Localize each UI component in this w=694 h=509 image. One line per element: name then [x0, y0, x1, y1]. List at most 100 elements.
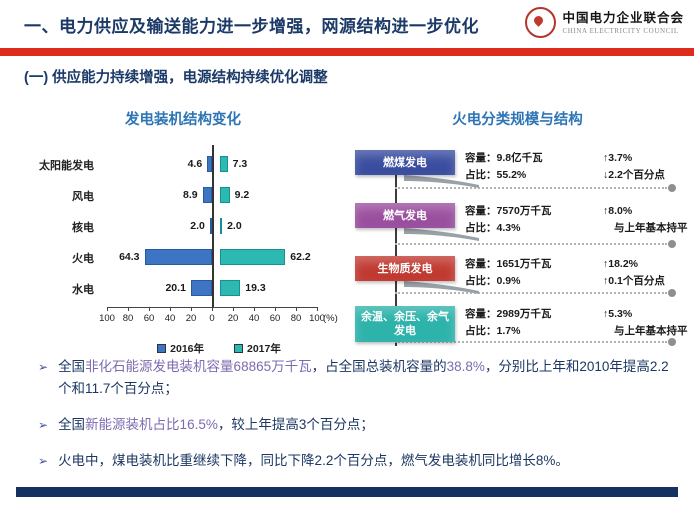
capacity-share-block: 容量：2989万千瓦 占比：1.7% — [465, 306, 603, 340]
plain-text: ，较上年提高3个百分点； — [217, 417, 374, 432]
bullet-text: 火电中，煤电装机比重继续下降，同比下降2.2个百分点，燃气发电装机同比增长8%。 — [58, 450, 569, 472]
logo-name-cn: 中国电力企业联合会 — [562, 10, 684, 25]
value-label-2017: 2.0 — [227, 220, 242, 232]
change-block: ↑18.2% ↑0.1个百分点 — [603, 256, 691, 290]
share-line: 占比：55.2% — [465, 169, 527, 181]
axis-tick-label: 40 — [164, 313, 176, 324]
summary-bullets: ➢ 全国非化石能源发电装机容量68865万千瓦，占全国总装机容量的38.8%，分别… — [38, 356, 678, 486]
chart-row: 风电 8.9 9.2 — [22, 180, 344, 211]
left-chart-title: 发电装机结构变化 — [125, 112, 241, 128]
logo-text: 中国电力企业联合会 CHINA ELECTRICITY COUNCIL — [562, 11, 684, 35]
connector-line — [395, 150, 397, 346]
bar-2016 — [207, 156, 212, 172]
axis-tick-label: 40 — [248, 313, 260, 324]
axis-tick — [107, 307, 108, 311]
axis-tick — [233, 307, 234, 311]
axis-tick — [191, 307, 192, 311]
ribbon-swoosh-icon — [403, 278, 481, 299]
bar-zone: 64.3 62.2 — [102, 242, 344, 273]
bar-zone: 2.0 2.0 — [102, 211, 344, 242]
x-axis: 100 80 60 40 20 0 20 40 60 80 100 (%) — [99, 307, 338, 333]
value-label-2017: 19.3 — [245, 282, 266, 294]
ribbon-swoosh-icon — [403, 172, 481, 193]
value-label-2016: 20.1 — [165, 282, 186, 294]
plain-text: ，占全国总装机容量的 — [311, 359, 447, 374]
share-change-line: ↓2.2个百分点 — [603, 169, 665, 181]
value-label-2016: 8.9 — [183, 189, 198, 201]
bullet-arrow-icon: ➢ — [38, 454, 49, 468]
axis-tick-label: 20 — [227, 313, 239, 324]
highlighted-text: 38.8% — [446, 359, 485, 374]
capacity-share-block: 容量：7570万千瓦 占比：4.3% — [465, 203, 603, 237]
dotted-separator — [395, 240, 676, 248]
tornado-plot: 太阳能发电 4.6 7.3 风电 8.9 9.2 核电 2.0 2.0 火电 64.3 62.2 水电 2… — [22, 145, 344, 308]
highlighted-text: 新能源装机占比16.5% — [85, 417, 218, 432]
bar-2017 — [220, 218, 223, 234]
axis-tick-label: 80 — [290, 313, 302, 324]
cec-logo-icon — [525, 7, 557, 38]
bar-2016 — [209, 218, 212, 234]
legend-item: 2016年 — [157, 341, 204, 356]
bar-2017 — [220, 249, 286, 265]
logo-name-en: CHINA ELECTRICITY COUNCIL — [562, 26, 679, 35]
axis-tick — [128, 307, 129, 311]
legend-label: 2016年 — [170, 343, 204, 355]
axis-tick-label: 60 — [269, 313, 281, 324]
bullet-item: ➢ 火电中，煤电装机比重继续下降，同比下降2.2个百分点，燃气发电装机同比增长8%… — [38, 450, 678, 472]
axis-tick — [212, 307, 213, 311]
bullet-text: 全国新能源装机占比16.5%，较上年提高3个百分点； — [58, 414, 374, 436]
thermal-category-box: 余温、余压、余气发电 — [355, 306, 455, 342]
axis-tick-label: 0 — [209, 313, 215, 324]
share-line: 占比：1.7% — [465, 325, 521, 337]
zero-axis-line — [212, 145, 214, 308]
chart-row: 水电 20.1 19.3 — [22, 273, 344, 304]
ribbon-swoosh-icon — [403, 225, 481, 246]
category-label: 水电 — [72, 283, 94, 296]
bar-zone: 8.9 9.2 — [102, 180, 344, 211]
thermal-category-box: 燃煤发电 — [355, 150, 455, 175]
axis-tick — [149, 307, 150, 311]
change-block: ↑8.0% 与上年基本持平 — [603, 203, 691, 237]
thermal-category-box: 燃气发电 — [355, 203, 455, 228]
bar-2017 — [220, 280, 241, 296]
capacity-change-line: ↑5.3% — [603, 308, 633, 320]
plain-text: ，分别比上年和2010年提高2.2个和11.7个百分点； — [58, 359, 669, 396]
capacity-line: 容量：7570万千瓦 — [465, 205, 552, 217]
right-chart-title: 火电分类规模与结构 — [452, 112, 583, 128]
page-title: 一、电力供应及输送能力进一步增强，网源结构进一步优化 — [24, 17, 479, 36]
bullet-arrow-icon: ➢ — [38, 360, 49, 374]
capacity-share-block: 容量：9.8亿千瓦 占比：55.2% — [465, 150, 603, 184]
axis-unit-label: (%) — [323, 313, 338, 324]
category-label: 太阳能发电 — [39, 159, 94, 172]
share-line: 占比：0.9% — [465, 275, 521, 287]
header-divider — [0, 48, 694, 56]
logo: 中国电力企业联合会 CHINA ELECTRICITY COUNCIL — [525, 7, 684, 38]
bar-2016 — [202, 187, 212, 203]
footer-bar — [16, 487, 678, 497]
category-label: 核电 — [72, 221, 94, 234]
bullet-text: 全国非化石能源发电装机容量68865万千瓦，占全国总装机容量的38.8%，分别比… — [58, 356, 678, 400]
capacity-structure-chart: 发电装机结构变化 太阳能发电 4.6 7.3 风电 8.9 9.2 核电 2.0 2.0 火电 64… — [22, 108, 344, 356]
plain-text: 火电中，煤电装机比重继续下降，同比下降2.2个百分点，燃气发电装机同比增长8%。 — [58, 453, 569, 468]
axis-tick-label: 20 — [185, 313, 197, 324]
axis-tick — [317, 307, 318, 311]
value-label-2016: 4.6 — [187, 158, 203, 170]
bullet-item: ➢ 全国新能源装机占比16.5%，较上年提高3个百分点； — [38, 414, 678, 436]
chart-row: 核电 2.0 2.0 — [22, 211, 344, 242]
chart-row: 火电 64.3 62.2 — [22, 242, 344, 273]
legend-item: 2017年 — [234, 341, 281, 356]
thermal-breakdown-chart: 火电分类规模与结构 燃煤发电 容量：9.8亿千瓦 占比：55.2% ↑3.7% ↓2.2… — [345, 108, 690, 358]
bullet-arrow-icon: ➢ — [38, 418, 49, 432]
share-line: 占比：4.3% — [465, 222, 521, 234]
value-label-2017: 9.2 — [234, 189, 250, 201]
change-block: ↑5.3% 与上年基本持平 — [603, 306, 691, 340]
plain-text: 全国 — [58, 417, 86, 432]
value-label-2016: 2.0 — [190, 220, 205, 232]
capacity-line: 容量：2989万千瓦 — [465, 308, 552, 320]
dotted-separator — [395, 289, 676, 297]
axis-tick — [275, 307, 276, 311]
capacity-line: 容量：1651万千瓦 — [465, 258, 552, 270]
bar-2016 — [190, 280, 212, 296]
bullet-item: ➢ 全国非化石能源发电装机容量68865万千瓦，占全国总装机容量的38.8%，分别… — [38, 356, 678, 400]
axis-tick-label: 80 — [122, 313, 134, 324]
